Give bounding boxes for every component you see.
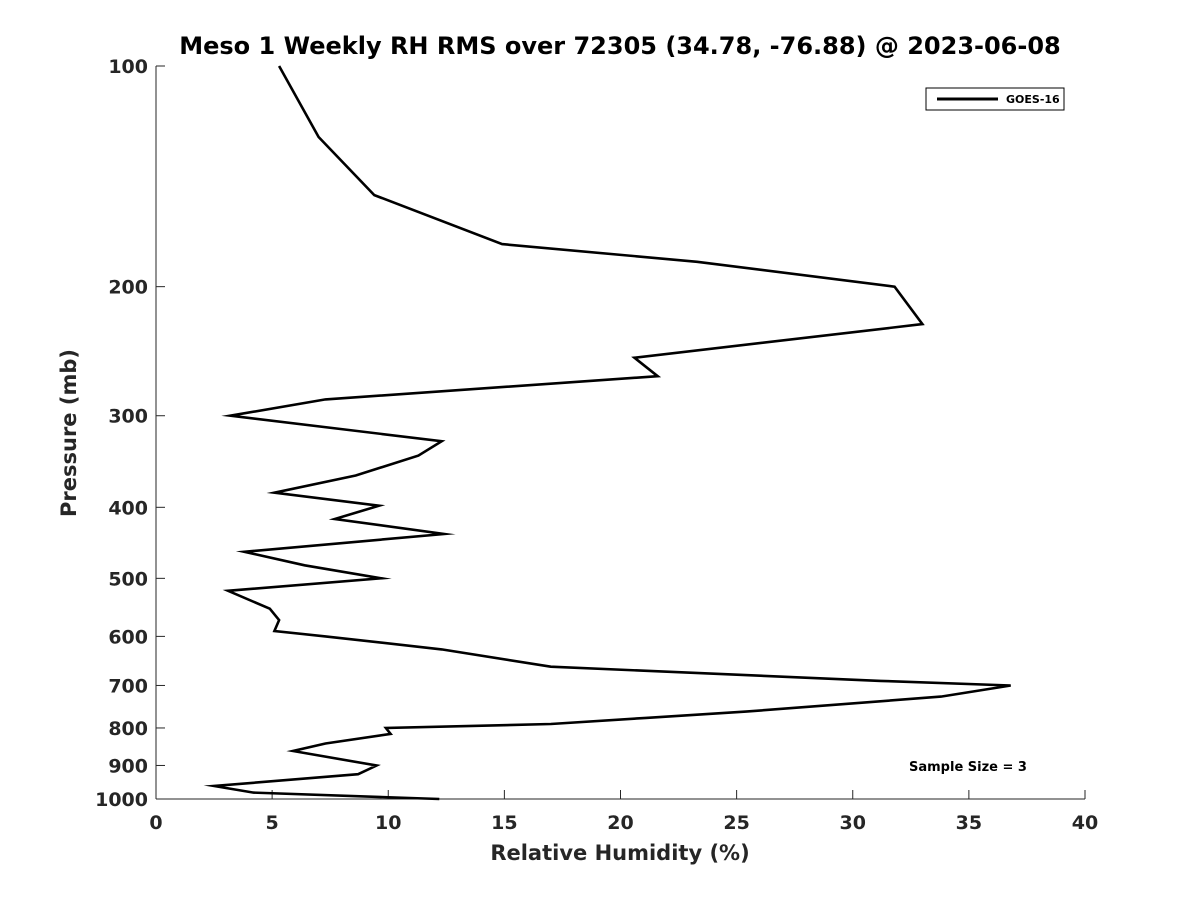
y-tick-label: 500 — [108, 568, 148, 590]
series-line-goes-16 — [203, 65, 1011, 801]
series-layer — [203, 65, 1011, 801]
x-tick-label: 35 — [956, 812, 982, 834]
y-tick-label: 400 — [108, 497, 148, 519]
x-tick-label: 30 — [840, 812, 866, 834]
sample-size-annotation: Sample Size = 3 — [909, 760, 1027, 775]
y-tick-label: 1000 — [95, 789, 148, 811]
y-tick-label: 800 — [108, 718, 148, 740]
x-tick-label: 20 — [607, 812, 633, 834]
x-tick-label: 5 — [266, 812, 279, 834]
chart-title: Meso 1 Weekly RH RMS over 72305 (34.78, … — [179, 32, 1061, 60]
y-axis-label: Pressure (mb) — [57, 349, 81, 517]
x-tick-label: 40 — [1072, 812, 1098, 834]
y-tick-label: 600 — [108, 626, 148, 648]
y-axis-ticks: 100 200 300 400 500 600 700 800 900 1000 — [95, 56, 165, 811]
y-tick-label: 100 — [108, 56, 148, 78]
x-tick-label: 10 — [375, 812, 401, 834]
x-tick-label: 15 — [491, 812, 517, 834]
plot-frame — [155, 66, 1085, 800]
x-axis-ticks: 0 5 10 15 20 25 30 35 40 — [149, 790, 1098, 834]
x-tick-label: 25 — [723, 812, 749, 834]
x-axis-label: Relative Humidity (%) — [490, 841, 749, 865]
y-tick-label: 700 — [108, 675, 148, 697]
y-tick-label: 300 — [108, 406, 148, 428]
x-tick-label: 0 — [149, 812, 162, 834]
legend: GOES-16 — [925, 87, 1065, 111]
legend-label-goes-16: GOES-16 — [1006, 93, 1060, 106]
y-tick-label: 200 — [108, 277, 148, 299]
y-tick-label: 900 — [108, 755, 148, 777]
